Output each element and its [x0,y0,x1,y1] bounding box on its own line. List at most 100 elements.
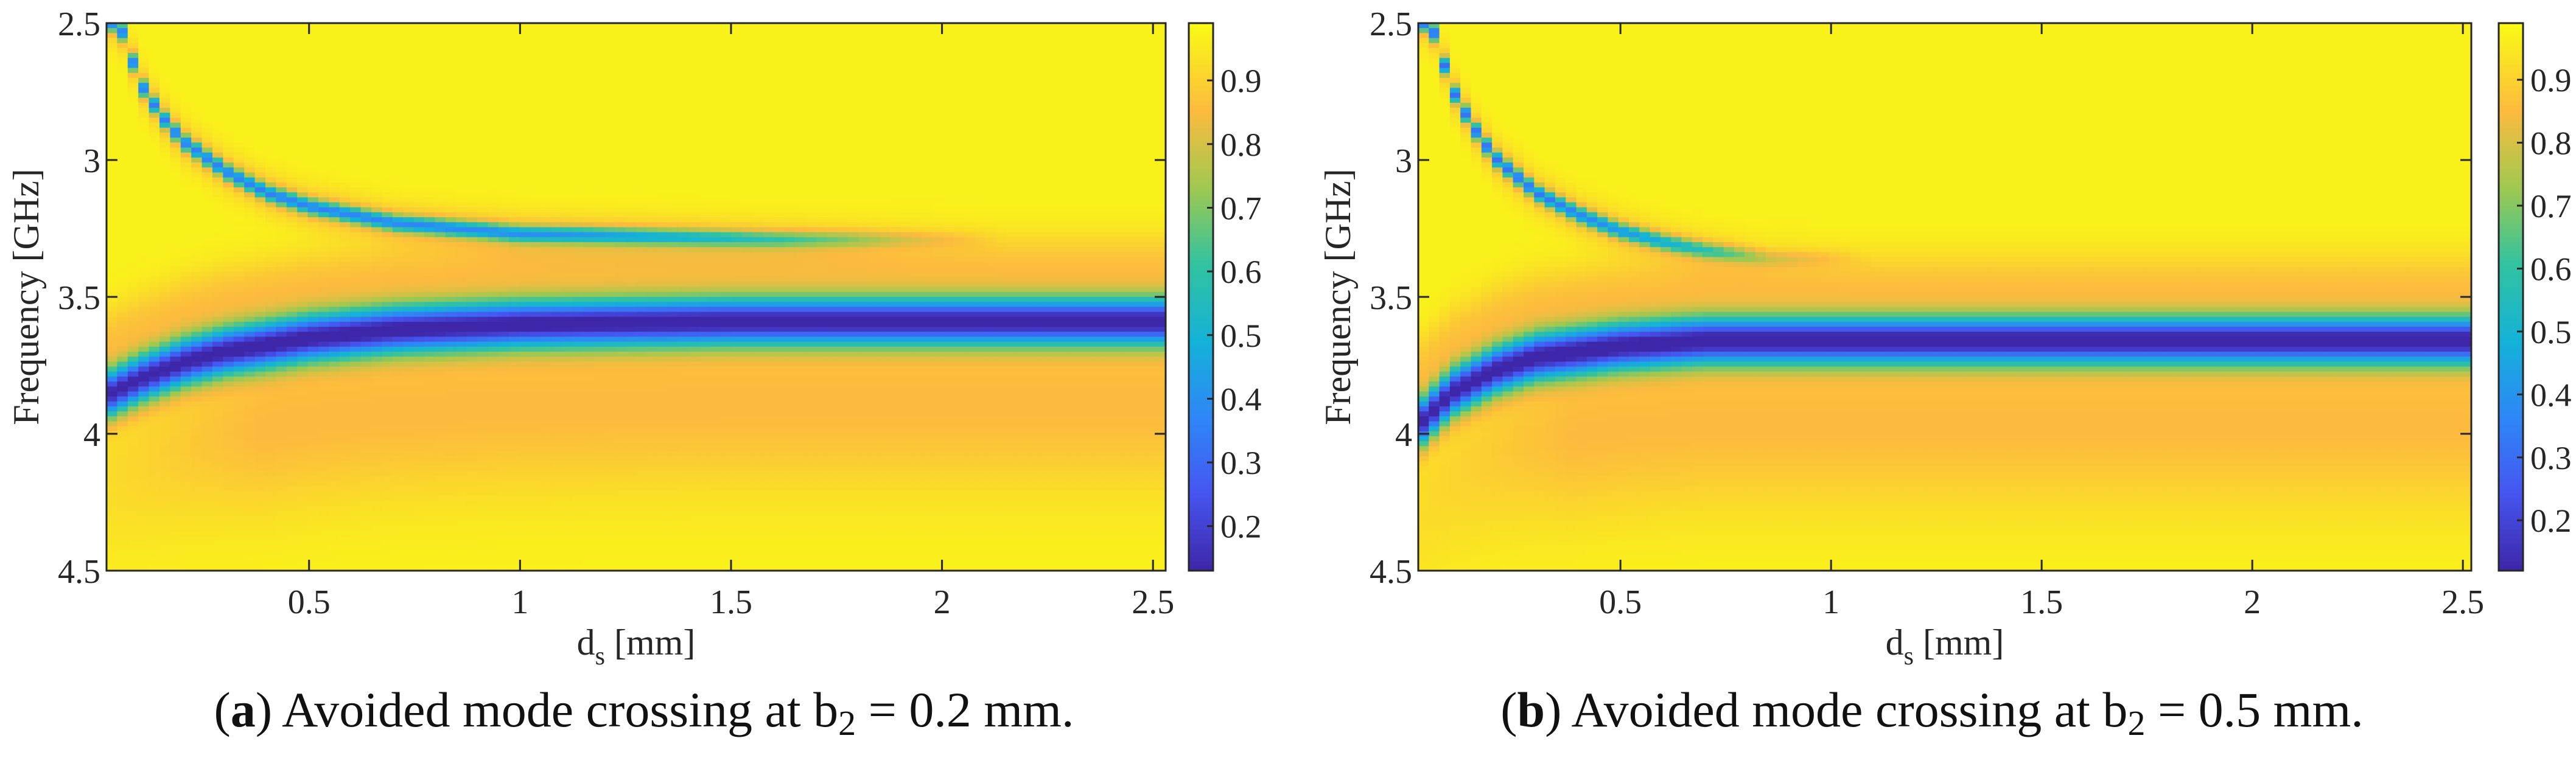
heatmap-cell [456,426,467,432]
heatmap-cell [435,291,446,298]
heatmap-cell [530,386,542,392]
heatmap-cell [180,137,192,144]
heatmap-cell [307,162,319,169]
heatmap-cell [530,287,542,293]
heatmap-cell [265,192,277,198]
heatmap-cell [286,237,298,243]
heatmap-cell [254,506,266,512]
heatmap-cell [180,510,192,517]
heatmap-cell [223,137,234,144]
heatmap-cell [339,113,351,119]
heatmap-cell [541,182,552,188]
heatmap-cell [180,501,192,507]
heatmap-cell [477,327,489,333]
heatmap-cell [233,137,245,144]
heatmap-cell [254,277,266,283]
heatmap-cell [201,63,213,69]
heatmap-cell [212,341,224,347]
heatmap-cell [339,311,351,318]
heatmap-cell [244,546,256,552]
heatmap-cell [138,451,150,457]
heatmap-cell [117,237,128,243]
heatmap-cell [519,546,531,552]
heatmap-cell [530,461,542,467]
heatmap-cell [159,456,171,462]
heatmap-cell [466,72,478,78]
heatmap-cell [562,371,573,377]
heatmap-cell [318,102,330,108]
heatmap-cell [138,332,150,338]
heatmap-cell [191,555,203,562]
heatmap-cell [339,386,351,392]
heatmap-cell [254,346,266,352]
heatmap-cell [223,546,234,552]
heatmap-cell [562,108,573,114]
heatmap-cell [180,88,192,94]
heatmap-cell [572,297,584,302]
heatmap-cell [286,108,298,114]
heatmap-cell [392,127,404,133]
heatmap-cell [382,401,393,407]
heatmap-cell [477,361,489,367]
heatmap-cell [562,491,573,497]
heatmap-cell [329,327,340,333]
heatmap-cell [138,426,150,432]
heatmap-cell [435,68,446,74]
heatmap-cell [488,327,499,333]
heatmap-cell [297,565,309,571]
heatmap-cell [170,53,181,59]
heatmap-cell [445,212,457,218]
heatmap-cell [138,446,150,452]
heatmap-cell [456,521,467,527]
heatmap-cell [551,287,562,293]
heatmap-cell [445,481,457,487]
heatmap-cell [382,127,393,133]
heatmap-cell [170,272,181,278]
heatmap-cell [424,531,436,537]
heatmap-cell [117,456,128,462]
heatmap-cell [191,307,203,313]
heatmap-cell [223,451,234,457]
heatmap-cell [201,352,213,357]
heatmap-cell [572,496,584,502]
heatmap-cell [572,501,584,507]
heatmap-cell [170,297,181,302]
heatmap-cell [466,68,478,74]
heatmap-cell [498,197,509,203]
heatmap-cell [572,291,584,298]
heatmap-cell [329,426,340,432]
heatmap-cell [519,117,531,124]
heatmap-cell [191,426,203,432]
heatmap-cell [307,122,319,128]
heatmap-cell [170,68,181,74]
heatmap-cell [254,396,266,402]
heatmap-cell [413,461,425,467]
heatmap-cell [583,72,595,78]
heatmap-cell [541,242,552,248]
heatmap-cell [307,272,319,278]
heatmap-cell [572,485,584,492]
heatmap-cell [297,247,309,253]
heatmap-cell [329,43,340,49]
heatmap-cell [265,346,277,352]
heatmap-cell [127,72,139,78]
heatmap-cell [456,63,467,69]
heatmap-cell [329,162,340,169]
heatmap-cell [329,68,340,74]
heatmap-cell [403,521,415,527]
heatmap-cell [223,122,234,128]
heatmap-cell [498,456,509,462]
heatmap-cell [318,336,330,343]
heatmap-cell [180,212,192,218]
heatmap-cell [107,187,118,193]
heatmap-cell [541,391,552,397]
heatmap-cell [318,58,330,64]
heatmap-cell [541,63,552,69]
heatmap-cell [403,97,415,103]
heatmap-cell [382,346,393,352]
heatmap-cell [360,257,372,263]
heatmap-cell [551,63,562,69]
heatmap-cell [254,411,266,417]
heatmap-cell [191,431,203,437]
heatmap-cell [583,108,595,114]
